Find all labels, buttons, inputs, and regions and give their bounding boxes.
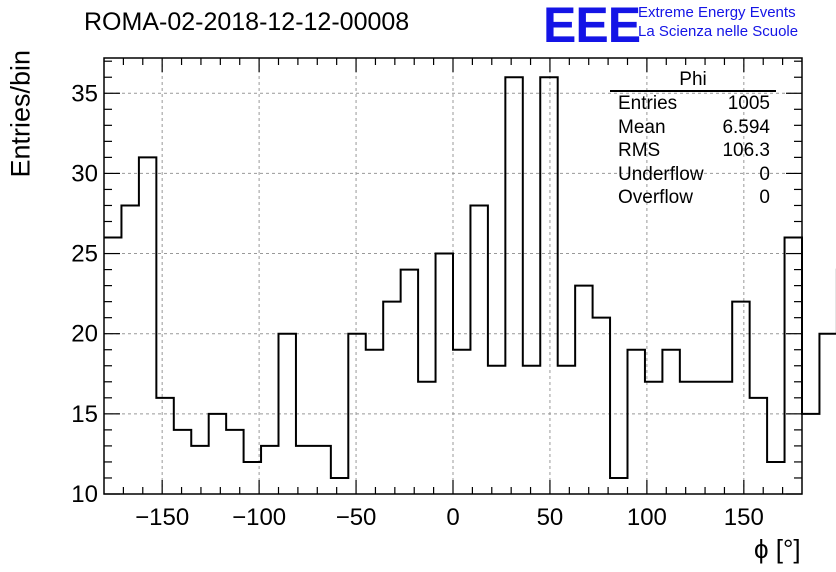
y-tick-label: 25 xyxy=(71,241,98,268)
histogram-bin xyxy=(680,382,697,494)
logo-caption: Extreme Energy Events La Scienza nelle S… xyxy=(638,3,798,41)
x-tick-label: 0 xyxy=(446,504,459,531)
plot-frame xyxy=(103,57,803,495)
histogram-bin xyxy=(767,462,784,494)
histogram-bin xyxy=(819,334,836,494)
logo-line-1: Extreme Energy Events xyxy=(638,4,796,21)
histogram-bin xyxy=(313,446,330,494)
histogram-bin xyxy=(593,318,610,494)
histogram-bin xyxy=(191,446,208,494)
histogram-bin xyxy=(628,350,645,494)
stats-row-rms: RMS 106.3 xyxy=(610,139,776,163)
histogram-bin xyxy=(331,478,348,494)
stats-value: 0 xyxy=(759,187,770,208)
histogram-bin xyxy=(715,382,732,494)
y-tick-labels: 10 15 20 25 30 35 xyxy=(71,80,98,508)
stats-value: 106.3 xyxy=(722,140,770,161)
histogram-bin xyxy=(436,254,453,494)
y-tick-label: 15 xyxy=(71,401,98,428)
stats-label: Overflow xyxy=(618,187,693,208)
x-tick-label: 150 xyxy=(724,504,764,531)
histogram-bin xyxy=(540,77,557,494)
histogram-bin xyxy=(488,366,505,494)
chart-title: ROMA-02-2018-12-12-00008 xyxy=(84,8,410,36)
histogram-bin xyxy=(662,350,679,494)
histogram-bin xyxy=(453,350,470,494)
histogram-bin xyxy=(366,350,383,494)
stats-value: 0 xyxy=(759,163,770,185)
histogram-bin xyxy=(610,478,627,494)
histogram-bin xyxy=(418,382,435,494)
stats-row-mean: Mean 6.594 xyxy=(610,116,776,140)
y-tick-label: 35 xyxy=(71,80,98,107)
stats-row-entries: Entries 1005 xyxy=(610,92,776,116)
histogram-bin xyxy=(209,414,226,494)
x-tick-label: −100 xyxy=(232,504,286,531)
stats-label: Underflow xyxy=(618,163,704,185)
histogram-bin xyxy=(139,157,156,494)
x-tick-label: 50 xyxy=(537,504,564,531)
y-axis-label: Entries/bin xyxy=(5,49,36,178)
histogram-bin xyxy=(121,205,138,494)
histogram-bin xyxy=(244,462,261,494)
stats-row-underflow: Underflow 0 xyxy=(610,163,776,187)
stats-title: Phi xyxy=(610,70,776,92)
histogram-bin xyxy=(697,382,714,494)
stats-value: 6.594 xyxy=(722,116,770,138)
histogram-bin xyxy=(750,398,767,494)
x-tick-labels: −150 −100 −50 0 50 100 150 xyxy=(135,504,764,531)
stats-row-overflow: Overflow 0 xyxy=(610,186,776,210)
histogram-bin xyxy=(558,366,575,494)
stats-box: Phi Entries 1005 Mean 6.594 RMS 106.3 Un… xyxy=(610,70,776,210)
stats-label: RMS xyxy=(618,140,661,161)
histogram-bin xyxy=(523,366,540,494)
logo-line-2: La Scienza nelle Scuole xyxy=(638,23,799,40)
histogram-bin xyxy=(401,270,418,494)
histogram-bin xyxy=(732,302,749,494)
histogram-bin xyxy=(296,446,313,494)
histogram-bin xyxy=(261,446,278,494)
eee-logo: EEE xyxy=(543,0,641,53)
histogram-bin xyxy=(226,430,243,494)
histogram-bin xyxy=(802,414,819,494)
stats-label: Mean xyxy=(618,116,666,138)
histogram-bin xyxy=(505,77,522,494)
histogram-bin xyxy=(383,302,400,494)
y-tick-label: 20 xyxy=(71,321,98,348)
x-tick-label: 100 xyxy=(627,504,667,531)
stats-label: Entries xyxy=(618,93,678,114)
histogram-bin xyxy=(174,430,191,494)
stats-value: 1005 xyxy=(727,93,770,114)
y-tick-label: 30 xyxy=(71,160,98,187)
histogram-bin xyxy=(156,398,173,494)
histogram-bin xyxy=(645,382,662,494)
x-tick-label: −50 xyxy=(336,504,377,531)
histogram-bin xyxy=(470,205,487,494)
histogram-bin xyxy=(575,286,592,494)
x-axis-label: ϕ [°] xyxy=(754,534,801,564)
histogram-bin xyxy=(279,334,296,494)
axis-ticks xyxy=(104,58,836,495)
y-tick-label: 10 xyxy=(71,481,98,508)
x-tick-label: −150 xyxy=(135,504,189,531)
